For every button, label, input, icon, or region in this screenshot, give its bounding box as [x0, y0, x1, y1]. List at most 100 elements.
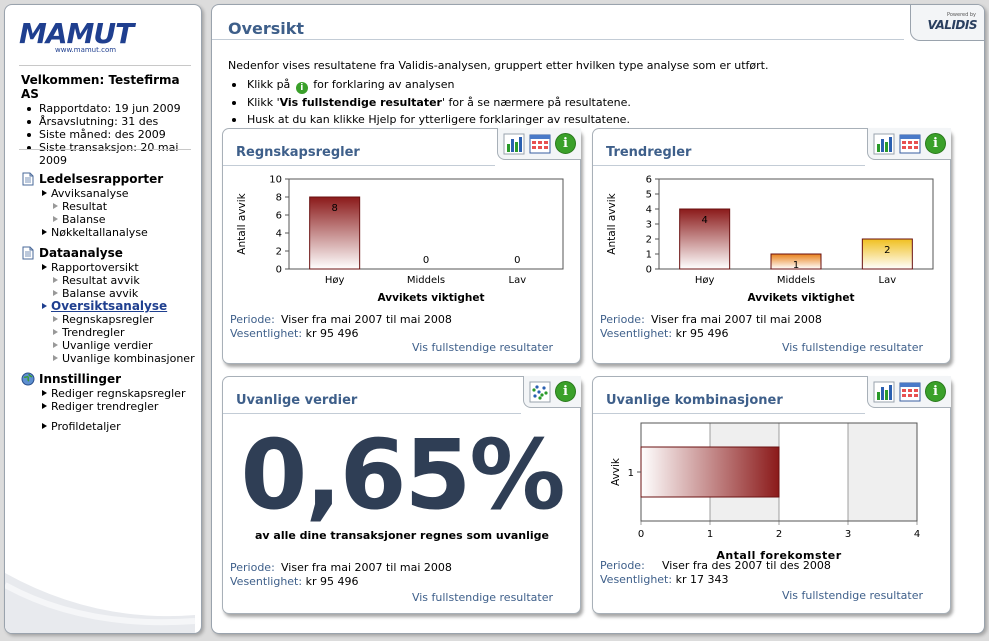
panel-title: Uvanlige verdier	[236, 393, 358, 408]
x-tick-label: Middels	[407, 275, 445, 286]
nav-item-rediger-regnskapsregler[interactable]: Rediger regnskapsregler	[21, 387, 201, 400]
x-tick-label: Høy	[325, 275, 345, 286]
bar	[679, 208, 731, 270]
periode-row: Periode: Viser fra des 2007 til des 2008	[600, 559, 831, 573]
bar-value-label: 0	[423, 255, 429, 266]
y-tick-label: 0	[646, 265, 652, 276]
nav-item-resultat[interactable]: Resultat	[21, 200, 201, 213]
arrow-right-icon	[42, 303, 47, 309]
nav-item-rapportoversikt[interactable]: Rapportoversikt	[21, 261, 201, 274]
grid-band	[848, 423, 917, 521]
bar-value-label: 2	[884, 245, 890, 256]
nav-item-label: Uvanlige verdier	[62, 339, 153, 352]
nav-head-analysis[interactable]: Dataanalyse	[21, 245, 201, 261]
y-tick-label: 10	[269, 175, 282, 186]
nav-item-profildetaljer[interactable]: Profildetaljer	[21, 420, 201, 433]
periode-label: Periode:	[230, 313, 275, 326]
divider	[223, 413, 521, 414]
y-tick-label: 6	[646, 175, 652, 186]
arrow-right-icon	[53, 203, 58, 209]
nav-item-label: Uvanlige kombinasjoner	[62, 352, 195, 365]
vesentlighet-label: Vesentlighet:	[230, 575, 303, 588]
x-axis-label: Antall forekomster	[716, 549, 841, 560]
y-tick-label: 4	[646, 205, 652, 216]
nav-item-trendregler[interactable]: Trendregler	[21, 326, 201, 339]
validis-brand: VALIDIS	[927, 18, 978, 32]
bar	[640, 446, 780, 498]
bar-chart-icon[interactable]	[503, 133, 525, 155]
info-icon[interactable]: i	[925, 133, 946, 154]
arrow-right-icon	[42, 190, 47, 196]
bar-chart-icon[interactable]	[873, 381, 895, 403]
bar	[309, 196, 361, 270]
arrow-right-icon	[53, 355, 58, 361]
bar-value-label: 1	[793, 260, 799, 271]
panel-uvanlige-verdier: Uvanlige verdier i 0,65% av alle dine tr…	[222, 376, 581, 614]
vesentlighet-row: Vesentlighet: kr 95 496	[230, 327, 358, 341]
periode-row: Periode: Viser fra mai 2007 til mai 2008	[230, 561, 452, 575]
instructions-list: Klikk på i for forklaring av analysen Kl…	[232, 76, 631, 128]
x-tick-label: 0	[638, 529, 644, 540]
divider	[223, 165, 495, 166]
y-tick-label: 6	[276, 211, 282, 222]
nav-item-uvanlige-kombinasjoner[interactable]: Uvanlige kombinasjoner	[21, 352, 201, 365]
table-icon[interactable]	[529, 133, 551, 155]
divider	[19, 65, 191, 66]
panel-toolbar: i	[867, 128, 951, 160]
panel-toolbar: i	[497, 128, 581, 160]
panel-trendregler: Trendregler i 0 1 2 3 4 5 6 4 Høy 1 Middels 2 Lav Avv…	[592, 128, 951, 364]
nav-item-regnskapsregler[interactable]: Regnskapsregler	[21, 313, 201, 326]
nav-item-resultat-avvik[interactable]: Resultat avvik	[21, 274, 201, 287]
nav-head-reports[interactable]: Ledelsesrapporter	[21, 171, 201, 187]
full-results-link[interactable]: Vis fullstendige resultater	[411, 341, 553, 354]
nav-group-settings: Innstillinger Rediger regnskapsregler Re…	[21, 371, 201, 433]
panel-toolbar: i	[867, 376, 951, 408]
welcome-title: Velkommen: Testefirma AS	[21, 73, 180, 101]
nav-item-uvanlige-verdier[interactable]: Uvanlige verdier	[21, 339, 201, 352]
arrow-right-icon	[42, 390, 47, 396]
nav-head-settings[interactable]: Innstillinger	[21, 371, 201, 387]
x-axis-label: Avvikets viktighet	[748, 292, 855, 304]
info-icon[interactable]: i	[555, 381, 576, 402]
nav-item-avviksanalyse[interactable]: Avviksanalyse	[21, 187, 201, 200]
logo-brand: MAMUT	[19, 17, 134, 50]
info-icon[interactable]: i	[555, 133, 576, 154]
x-tick-label: Middels	[777, 275, 815, 286]
panel-title: Regnskapsregler	[236, 145, 360, 160]
instruction-help: Husk at du kan klikke Hjelp for ytterlig…	[232, 111, 631, 128]
year-end: Årsavslutning: 31 des	[21, 115, 201, 128]
nav-item-oversiktsanalyse[interactable]: Oversiktsanalyse	[21, 300, 201, 313]
x-tick-label: Lav	[879, 275, 897, 286]
full-results-link[interactable]: Vis fullstendige resultater	[781, 589, 923, 602]
full-results-link[interactable]: Vis fullstendige resultater	[781, 341, 923, 354]
vesentlighet-row: Vesentlighet: kr 95 496	[230, 575, 358, 589]
bar-chart-icon[interactable]	[873, 133, 895, 155]
full-results-link[interactable]: Vis fullstendige resultater	[411, 591, 553, 604]
vesentlighet-value: kr 17 343	[675, 573, 729, 586]
nav-head-label: Ledelsesrapporter	[39, 172, 164, 186]
nav-item-rediger-trendregler[interactable]: Rediger trendregler	[21, 400, 201, 413]
y-tick-label: 5	[646, 190, 652, 201]
arrow-right-icon	[42, 229, 47, 235]
mamut-logo[interactable]: MAMUT www.mamut.com	[19, 17, 134, 54]
nav-item-balanse-avvik[interactable]: Balanse avvik	[21, 287, 201, 300]
table-icon[interactable]	[899, 381, 921, 403]
divider	[212, 39, 904, 40]
chart-trendregler: 0 1 2 3 4 5 6 4 Høy 1 Middels 2 Lav Avvikets viktighe…	[606, 175, 934, 304]
vesentlighet-value: kr 95 496	[305, 575, 359, 588]
info-icon[interactable]: i	[925, 381, 946, 402]
nav-item-nokkeltallanalyse[interactable]: Nøkkeltallanalyse	[21, 226, 201, 239]
y-tick-label: 8	[276, 193, 282, 204]
periode-label: Periode:	[600, 559, 645, 572]
scatter-plot-icon[interactable]	[529, 381, 551, 403]
table-icon[interactable]	[899, 133, 921, 155]
nav-item-label: Balanse avvik	[62, 287, 139, 300]
intro-text: Nedenfor vises resultatene fra Validis-a…	[228, 59, 769, 72]
bar-value-label: 0	[514, 255, 520, 266]
nav-item-balanse[interactable]: Balanse	[21, 213, 201, 226]
y-axis-label: Avvik	[610, 457, 622, 486]
nav-item-label: Balanse	[62, 213, 106, 226]
sidebar: MAMUT www.mamut.com Velkommen: Testefirm…	[4, 4, 202, 634]
panel-regnskapsregler: Regnskapsregler i 0 2 4 6 8 10 8 Høy 0 Middels 0 La…	[222, 128, 581, 364]
